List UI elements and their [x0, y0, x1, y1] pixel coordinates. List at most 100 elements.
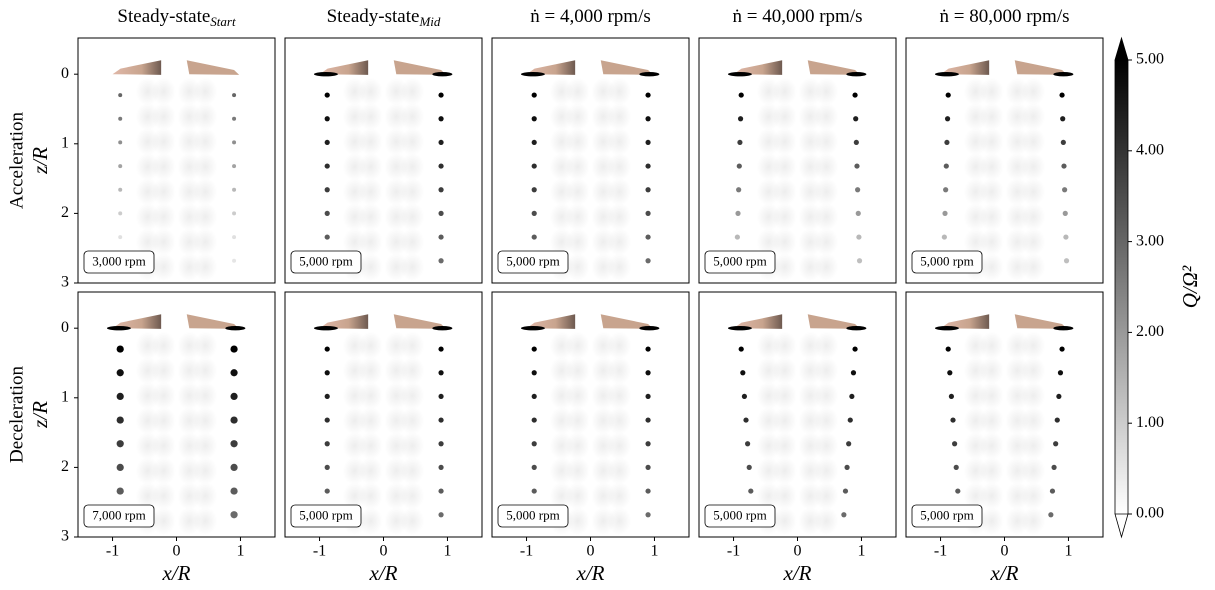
flow-structure — [193, 227, 218, 256]
y-tick-label: 3 — [61, 528, 69, 545]
panel-background — [906, 292, 1103, 537]
y-tick-label: 1 — [61, 388, 69, 405]
vortex-core — [856, 234, 862, 240]
vortex-core — [438, 139, 444, 146]
rpm-box — [704, 504, 776, 528]
blade-tip — [520, 325, 545, 331]
panel: 5,000 rpm — [905, 291, 1104, 538]
rpm-label: 5,000 rpm — [920, 507, 973, 522]
vortex-core — [855, 187, 861, 193]
flow-structure — [358, 252, 383, 281]
flow-structure — [814, 77, 839, 106]
flow-structure — [151, 456, 176, 485]
flow-structure — [979, 77, 1004, 106]
vortex-core — [118, 140, 123, 145]
flow-structure — [358, 431, 383, 460]
x-tick-label: 0 — [587, 543, 595, 560]
panel-frame — [491, 37, 690, 284]
rotor-blade — [600, 314, 654, 329]
vortex-core — [232, 116, 237, 121]
vortex-core — [324, 393, 330, 400]
panel: 5,000 rpm — [698, 37, 897, 284]
vortex-core — [118, 116, 123, 121]
flow-structure — [151, 177, 176, 206]
vortex-core — [645, 234, 651, 240]
flow-structure — [772, 356, 797, 385]
y-axis-label: z/R — [28, 401, 52, 429]
vortex-core — [531, 92, 537, 98]
flow-structure — [151, 227, 176, 256]
vortex-core — [1056, 393, 1062, 400]
vortex-core — [1062, 187, 1068, 193]
panel: 7,000 rpm — [77, 291, 276, 538]
colorbar-extend-min — [1114, 513, 1129, 539]
rpm-label: 5,000 rpm — [713, 507, 766, 522]
vortex-core — [324, 488, 330, 494]
y-tick-label: 2 — [61, 204, 69, 221]
row-label: Acceleration — [6, 111, 27, 209]
flow-structure — [1021, 431, 1046, 460]
vortex-core — [943, 163, 949, 169]
colorbar-tick-label: 3.00 — [1136, 232, 1164, 249]
flow-structure — [979, 356, 1004, 385]
vortex-core — [232, 140, 237, 145]
vortex-core — [438, 512, 444, 518]
vortex-core — [438, 210, 444, 216]
flow-structure — [814, 356, 839, 385]
vortex-core — [746, 464, 752, 470]
vortex-core — [645, 346, 651, 352]
blade-tip — [846, 71, 867, 77]
vortex-core — [1060, 116, 1066, 122]
vortex-core — [1063, 258, 1070, 264]
vortex-core — [1062, 210, 1068, 216]
vortex-core — [645, 488, 651, 494]
flow-structure — [565, 202, 590, 231]
flow-structure — [607, 127, 632, 156]
vortex-core — [945, 92, 951, 98]
flow-structure — [772, 227, 797, 256]
vortex-core — [955, 488, 961, 494]
flow-structure — [607, 356, 632, 385]
blade-tip — [106, 325, 131, 331]
vortex-core — [438, 258, 444, 264]
vortex-core — [842, 488, 849, 494]
flow-structure — [193, 152, 218, 181]
flow-structure — [1021, 456, 1046, 485]
blade-tip — [639, 325, 660, 331]
blade-tip — [1053, 325, 1074, 331]
colorbar-tick-label: 0.00 — [1136, 505, 1164, 522]
vortex-core — [230, 345, 238, 353]
vortex-core — [324, 346, 330, 352]
vortex-core — [1049, 488, 1056, 494]
rotor-blade — [1014, 60, 1068, 75]
vortex-core — [645, 441, 651, 447]
flow-structure — [814, 431, 839, 460]
flow-structure — [565, 481, 590, 510]
vortex-core — [1061, 163, 1067, 169]
vortex-core — [850, 370, 857, 376]
rotor-blade — [112, 60, 162, 75]
panel-background — [492, 38, 689, 283]
flow-structure — [979, 227, 1004, 256]
vortex-core — [118, 93, 123, 98]
rotor-blade — [319, 314, 369, 329]
flow-structure — [565, 152, 590, 181]
flow-structure — [814, 202, 839, 231]
vortex-core — [738, 92, 744, 98]
flow-structure — [979, 506, 1004, 535]
flow-structure — [607, 177, 632, 206]
panel-background — [906, 38, 1103, 283]
flow-structure — [772, 431, 797, 460]
flow-structure — [358, 381, 383, 410]
flow-structure — [358, 77, 383, 106]
flow-structure — [193, 102, 218, 131]
flow-structure — [772, 381, 797, 410]
panel: 5,000 rpm — [698, 291, 897, 538]
flow-structure — [772, 481, 797, 510]
rpm-label: 7,000 rpm — [92, 507, 145, 522]
flow-structure — [193, 356, 218, 385]
vortex-core — [324, 139, 330, 146]
flow-structure — [772, 152, 797, 181]
rotor-blade — [112, 314, 162, 329]
flow-structure — [979, 481, 1004, 510]
